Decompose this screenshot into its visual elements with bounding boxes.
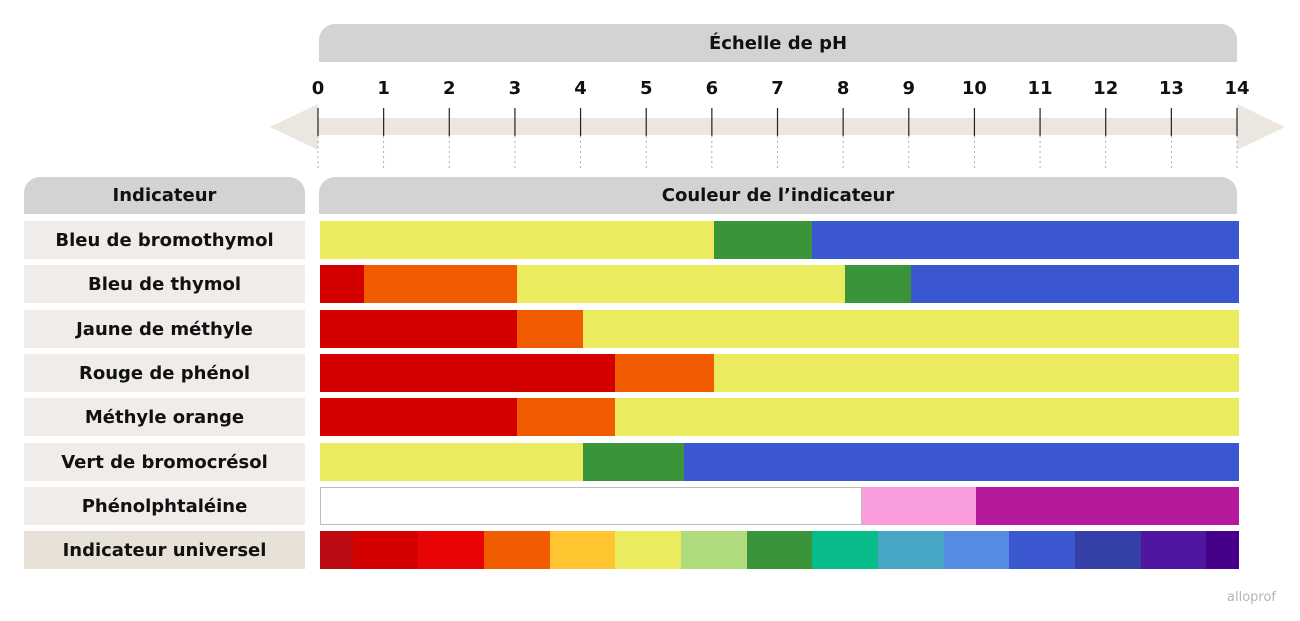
color-segment	[684, 443, 1239, 481]
color-header-label: Couleur de l’indicateur	[661, 185, 895, 206]
color-segment	[320, 531, 353, 569]
indicator-color-bar	[319, 487, 1239, 525]
color-segment	[320, 310, 517, 348]
indicator-name: Bleu de thymol	[24, 265, 305, 303]
tick-label-9: 9	[903, 78, 916, 99]
indicator-color-bar	[319, 221, 1239, 259]
ph-scale-header: Échelle de pH	[319, 24, 1237, 62]
indicator-color-bar	[319, 443, 1239, 481]
alloprof-logo: alloprof	[1227, 590, 1276, 605]
color-segment	[320, 398, 517, 436]
color-segment	[746, 531, 813, 569]
color-segment	[615, 354, 714, 392]
tick-label-14: 14	[1224, 78, 1249, 99]
color-segment	[363, 265, 517, 303]
tick-label-0: 0	[312, 78, 325, 99]
color-segment	[615, 531, 682, 569]
color-column-header: Couleur de l’indicateur	[319, 177, 1237, 214]
color-segment	[320, 443, 583, 481]
color-segment	[320, 487, 862, 525]
tick-label-7: 7	[771, 78, 784, 99]
tick-label-11: 11	[1028, 78, 1053, 99]
indicator-name: Jaune de méthyle	[24, 310, 305, 348]
color-segment	[713, 221, 813, 259]
indicator-color-bar	[319, 531, 1239, 569]
indicator-name: Indicateur universel	[24, 531, 305, 569]
color-segment	[1074, 531, 1141, 569]
color-segment	[516, 398, 616, 436]
tick-label-12: 12	[1093, 78, 1118, 99]
tick-label-10: 10	[962, 78, 987, 99]
color-segment	[812, 531, 878, 569]
tick-label-6: 6	[706, 78, 719, 99]
color-segment	[976, 487, 1239, 525]
color-segment	[877, 531, 944, 569]
color-segment	[1206, 531, 1239, 569]
indicator-color-bar	[319, 310, 1239, 348]
color-segment	[713, 354, 1239, 392]
ph-scale-title: Échelle de pH	[708, 32, 848, 54]
tick-label-13: 13	[1159, 78, 1184, 99]
indicator-name: Phénolphtaléine	[24, 487, 305, 525]
tick-label-5: 5	[640, 78, 653, 99]
indicator-color-bar	[319, 398, 1239, 436]
indicator-color-bar	[319, 354, 1239, 392]
color-segment	[582, 310, 1239, 348]
indicator-column-header: Indicateur	[24, 177, 305, 214]
color-segment	[845, 265, 911, 303]
indicator-name: Méthyle orange	[24, 398, 305, 436]
color-segment	[549, 531, 616, 569]
color-segment	[516, 310, 583, 348]
color-segment	[681, 531, 747, 569]
color-segment	[582, 443, 685, 481]
tick-label-1: 1	[377, 78, 390, 99]
color-segment	[352, 531, 419, 569]
color-segment	[910, 265, 1239, 303]
indicator-color-bar	[319, 265, 1239, 303]
color-segment	[484, 531, 550, 569]
ph-axis: 0 1 2 3 4 5 6 7 8 9 10 11 12 13 14	[270, 78, 1285, 170]
tick-label-4: 4	[574, 78, 587, 99]
axis-left-arrow	[270, 104, 318, 150]
color-segment	[516, 265, 846, 303]
indicator-name: Bleu de bromothymol	[24, 221, 305, 259]
tick-label-2: 2	[443, 78, 456, 99]
color-segment	[320, 221, 714, 259]
color-segment	[861, 487, 977, 525]
axis-right-arrow	[1237, 104, 1285, 150]
tick-label-3: 3	[509, 78, 522, 99]
color-segment	[1009, 531, 1075, 569]
color-segment	[320, 354, 616, 392]
color-segment	[615, 398, 1239, 436]
tick-label-8: 8	[837, 78, 850, 99]
color-segment	[1140, 531, 1207, 569]
color-segment	[418, 531, 485, 569]
color-segment	[812, 221, 1239, 259]
color-segment	[943, 531, 1010, 569]
color-segment	[320, 265, 364, 303]
indicator-name: Vert de bromocrésol	[24, 443, 305, 481]
indicator-header-label: Indicateur	[112, 185, 217, 206]
indicator-name: Rouge de phénol	[24, 354, 305, 392]
